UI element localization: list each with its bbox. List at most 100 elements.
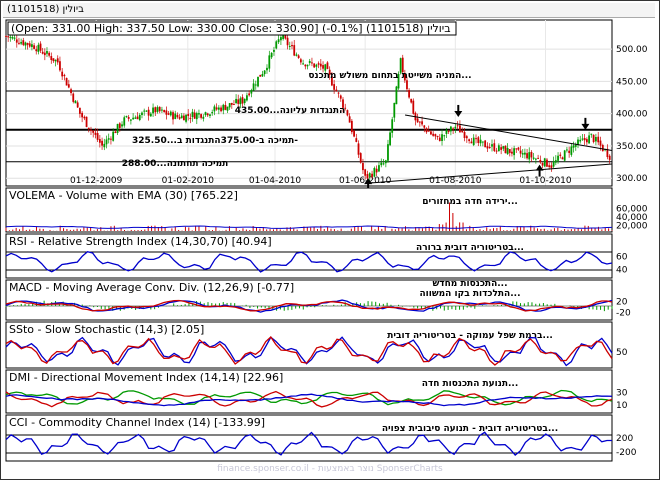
candle-body xyxy=(456,125,459,127)
annotation-triangle: המניה משייטת בתחום משולש מתכנס... xyxy=(308,71,471,81)
candle-body xyxy=(61,71,64,77)
candle-body xyxy=(421,121,423,125)
panel-tick-cci: -200 xyxy=(616,448,637,458)
date-tick-label: 01-04-2010 xyxy=(249,176,302,186)
candle-body xyxy=(129,119,132,121)
candle-body xyxy=(48,52,51,56)
panel-title-volume: VOLEMA - Volume with EMA (30) [765.22] xyxy=(9,189,238,202)
candle-body xyxy=(606,148,609,158)
annotation-support-lower: תמיכה תחתונה...288.00 xyxy=(122,159,229,169)
candle-body xyxy=(406,80,408,90)
candle-body xyxy=(237,99,240,104)
candle-body xyxy=(384,160,387,164)
candle-body xyxy=(438,137,441,141)
candle-body xyxy=(67,84,70,88)
candle-body xyxy=(7,36,10,38)
candle-body xyxy=(337,92,340,94)
candle-body xyxy=(391,119,394,133)
candle-body xyxy=(375,168,378,173)
candle-body xyxy=(202,116,205,119)
candle-body xyxy=(479,139,482,144)
candle-body xyxy=(85,116,88,127)
candle-body xyxy=(443,135,446,137)
candle-body xyxy=(331,76,333,86)
candle-body xyxy=(24,42,27,46)
candle-body xyxy=(574,144,577,147)
candle-body xyxy=(297,55,300,59)
candle-body xyxy=(110,138,112,140)
panel-annotation-volume: ירידה חדה במחזורים... xyxy=(422,197,518,207)
candle-body xyxy=(537,157,539,159)
candle-body xyxy=(493,143,496,151)
candle-body xyxy=(322,65,324,69)
candle-body xyxy=(313,63,316,68)
candle-body xyxy=(284,33,287,39)
candle-body xyxy=(204,112,207,116)
candle-body xyxy=(74,100,77,104)
candle-body xyxy=(167,113,170,115)
footer-credit: finance.sponser.co.il - נוצר באמצעות Spo… xyxy=(217,464,443,474)
arrow-up-icon xyxy=(364,178,373,185)
candle-body xyxy=(608,155,611,160)
price-tick-label: 450.00 xyxy=(616,77,648,87)
rsi-line xyxy=(5,250,613,273)
candle-body xyxy=(532,157,535,159)
annotation-resistance: התנגדות עליונה...435.00 xyxy=(235,106,346,116)
candle-body xyxy=(534,158,537,160)
candle-body xyxy=(235,98,237,104)
candle-body xyxy=(70,89,72,94)
candle-body xyxy=(282,34,285,40)
panel-tick-cci: 200 xyxy=(616,434,633,444)
candle-body xyxy=(463,132,466,138)
candle-body xyxy=(266,67,268,71)
candle-body xyxy=(180,115,183,119)
candle-body xyxy=(112,131,115,141)
panel-annotation-cci: בטריטוריה דובית - תנועה סיבובית צפויה... xyxy=(382,424,558,434)
candle-body xyxy=(20,42,23,44)
candle-body xyxy=(299,59,302,63)
candle-body xyxy=(497,145,500,152)
candle-body xyxy=(22,40,25,45)
candle-body xyxy=(5,35,7,37)
candle-body xyxy=(90,129,92,131)
candle-body xyxy=(344,107,347,109)
candle-body xyxy=(233,104,235,106)
candle-body xyxy=(259,74,262,77)
candle-body xyxy=(59,61,61,71)
ssto-d-line xyxy=(5,336,613,366)
candle-body xyxy=(101,140,103,146)
candle-body xyxy=(149,113,152,117)
candle-body xyxy=(346,110,349,116)
candle-body xyxy=(362,163,364,171)
panel-tick-volume: 60,000 xyxy=(616,204,648,214)
candle-body xyxy=(165,110,168,115)
candle-body xyxy=(98,139,101,143)
triangle-lower-trendline xyxy=(365,163,613,184)
candle-body xyxy=(37,44,40,52)
candle-body xyxy=(315,64,318,67)
candle-body xyxy=(209,114,211,116)
candle-body xyxy=(147,109,150,116)
candle-body xyxy=(425,128,428,133)
candle-body xyxy=(539,159,542,163)
candle-body xyxy=(601,144,604,152)
panel-frame-dmi xyxy=(5,369,613,414)
candle-body xyxy=(568,150,571,153)
candle-body xyxy=(187,114,190,116)
candle-body xyxy=(268,55,271,69)
arrow-down-icon xyxy=(454,110,463,117)
candle-body xyxy=(158,106,161,112)
candle-body xyxy=(319,63,322,67)
candle-body xyxy=(127,117,130,119)
candle-body xyxy=(364,169,367,176)
candle-body xyxy=(261,74,264,77)
candle-body xyxy=(121,124,123,127)
candle-body xyxy=(143,110,146,112)
candle-body xyxy=(333,84,336,90)
candle-body xyxy=(546,159,548,167)
panel-frame-rsi xyxy=(5,233,613,279)
candle-body xyxy=(486,146,489,149)
candle-body xyxy=(459,125,461,133)
candle-body xyxy=(561,157,564,160)
candle-body xyxy=(134,117,137,119)
